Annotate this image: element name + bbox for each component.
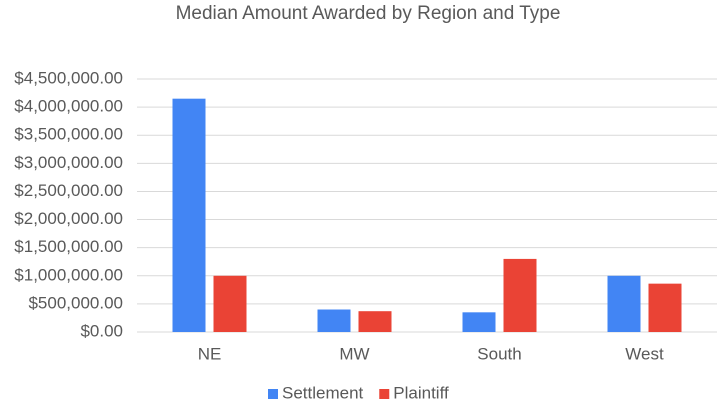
x-tick-label: West bbox=[625, 344, 664, 363]
y-tick-label: $1,000,000.00 bbox=[14, 265, 123, 284]
legend-label: Plaintiff bbox=[393, 383, 449, 402]
bar bbox=[462, 312, 496, 332]
y-tick-label: $3,500,000.00 bbox=[14, 125, 123, 144]
x-tick-label: MW bbox=[339, 344, 369, 363]
y-tick-label: $4,500,000.00 bbox=[14, 68, 123, 87]
y-tick-label: $500,000.00 bbox=[28, 293, 123, 312]
y-tick-label: $1,500,000.00 bbox=[14, 237, 123, 256]
bar bbox=[317, 309, 351, 332]
y-tick-label: $4,000,000.00 bbox=[14, 97, 123, 116]
x-tick-label: NE bbox=[198, 344, 222, 363]
y-tick-label: $0.00 bbox=[80, 321, 123, 340]
bar bbox=[172, 98, 206, 332]
legend-swatch bbox=[268, 389, 278, 399]
bar bbox=[607, 275, 641, 332]
y-tick-label: $2,000,000.00 bbox=[14, 209, 123, 228]
chart-title: Median Amount Awarded by Region and Type bbox=[175, 3, 561, 24]
bar bbox=[358, 311, 392, 332]
bar bbox=[503, 258, 537, 332]
bar bbox=[213, 275, 247, 332]
y-tick-label: $3,000,000.00 bbox=[14, 153, 123, 172]
legend-swatch bbox=[379, 389, 390, 399]
bar bbox=[648, 283, 682, 332]
legend-label: Settlement bbox=[282, 383, 364, 402]
x-tick-label: South bbox=[477, 344, 521, 363]
y-tick-label: $2,500,000.00 bbox=[14, 181, 123, 200]
